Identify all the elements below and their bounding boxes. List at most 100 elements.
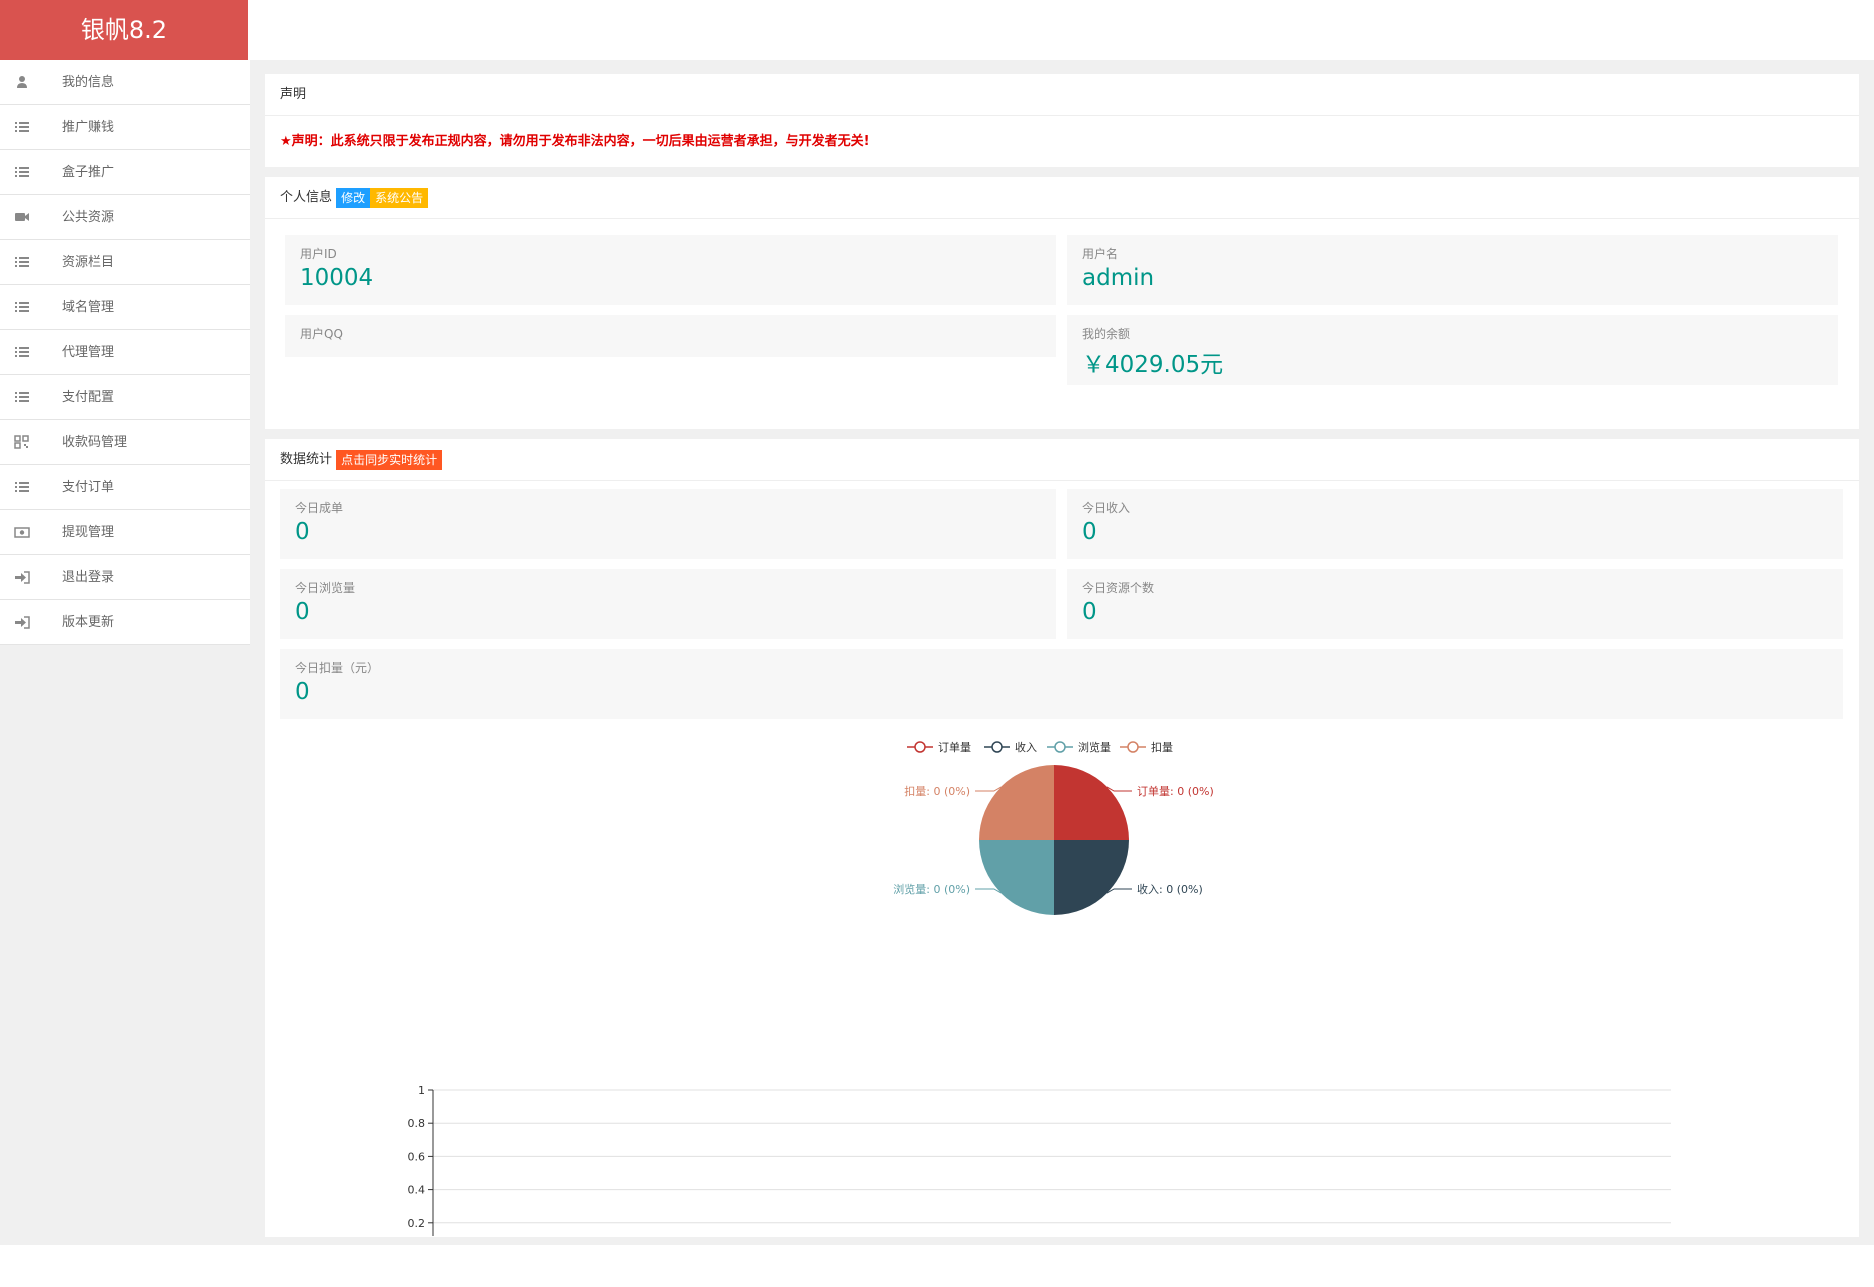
sidebar-item-label: 公共资源 bbox=[62, 210, 115, 225]
sidebar-item[interactable]: 代理管理 bbox=[0, 330, 250, 375]
today-deduct-value: 0 bbox=[295, 679, 310, 705]
pie-slice bbox=[979, 765, 1054, 840]
list-icon bbox=[15, 122, 29, 132]
sidebar-item[interactable]: 提现管理 bbox=[0, 510, 250, 555]
notice-text: ★声明：此系统只限于发布正规内容，请勿用于发布非法内容，一切后果由运营者承担，与… bbox=[280, 134, 870, 149]
y-tick-label: 0.2 bbox=[408, 1217, 426, 1230]
pie-label-line bbox=[1106, 888, 1132, 894]
legend-label: 扣量 bbox=[1151, 740, 1173, 754]
system-announcement-button[interactable]: 系统公告 bbox=[370, 187, 429, 208]
legend-marker bbox=[1054, 741, 1066, 753]
sidebar-item-label: 版本更新 bbox=[62, 615, 115, 630]
stats-header: 数据统计 点击同步实时统计 bbox=[265, 439, 1859, 481]
today-resources-label: 今日资源个数 bbox=[1082, 581, 1155, 595]
today-orders-label: 今日成单 bbox=[295, 501, 344, 515]
stats-panel: 数据统计 点击同步实时统计 今日成单 0 今日收入 0 今日浏览量 0 今日资源… bbox=[265, 439, 1859, 1277]
sidebar-item[interactable]: 盒子推广 bbox=[0, 150, 250, 195]
pie-label: 浏览量: 0 (0%) bbox=[893, 882, 970, 896]
sidebar-item[interactable]: 退出登录 bbox=[0, 555, 250, 600]
sidebar-item-label: 资源栏目 bbox=[62, 255, 115, 270]
notice-panel: 声明 ★声明：此系统只限于发布正规内容，请勿用于发布非法内容，一切后果由运营者承… bbox=[265, 74, 1859, 167]
sidebar-item[interactable]: 我的信息 bbox=[0, 60, 250, 105]
profile-grid: 用户ID 10004 用户名 admin 用户QQ 我的余额 ￥4029.05元 bbox=[265, 219, 1859, 429]
pie-slice bbox=[1054, 840, 1129, 915]
username-label: 用户名 bbox=[1082, 247, 1119, 261]
sidebar-item-label: 支付订单 bbox=[62, 480, 115, 495]
y-tick-label: 0.4 bbox=[408, 1184, 426, 1197]
top-bar bbox=[0, 0, 1874, 60]
sidebar-item-label: 收款码管理 bbox=[62, 435, 128, 450]
y-tick-label: 0.8 bbox=[408, 1117, 426, 1130]
sidebar-item-label: 提现管理 bbox=[62, 525, 115, 540]
sidebar-item[interactable]: 资源栏目 bbox=[0, 240, 250, 285]
pie-label-line bbox=[975, 786, 1002, 792]
legend-marker bbox=[1127, 741, 1139, 753]
sidebar-item[interactable]: 版本更新 bbox=[0, 600, 250, 645]
sidebar: 我的信息推广赚钱盒子推广公共资源资源栏目域名管理代理管理支付配置收款码管理支付订… bbox=[0, 60, 250, 645]
sign-in-icon bbox=[15, 571, 30, 584]
charts-area: 订单量 收入 浏览量 扣量订单量: 0 (0%) 收入: 0 (0%) 浏览量: 0 (0… bbox=[265, 731, 1859, 1277]
today-income-card: 今日收入 0 bbox=[1067, 489, 1843, 559]
pie-slice bbox=[1054, 765, 1129, 840]
sidebar-item-label: 推广赚钱 bbox=[62, 120, 115, 135]
y-tick-label: 1 bbox=[418, 1084, 425, 1097]
pie-slice bbox=[979, 840, 1054, 915]
user-icon bbox=[17, 76, 27, 88]
sidebar-item-label: 域名管理 bbox=[62, 300, 115, 315]
notice-title: 声明 bbox=[265, 74, 1859, 116]
y-tick-label: 0.6 bbox=[408, 1150, 426, 1163]
user-qq-card: 用户QQ bbox=[285, 315, 1056, 357]
pie-label: 扣量: 0 (0%) bbox=[904, 784, 970, 798]
today-orders-card: 今日成单 0 bbox=[280, 489, 1056, 559]
sidebar-item-label: 我的信息 bbox=[62, 75, 115, 90]
today-views-value: 0 bbox=[295, 599, 310, 625]
list-icon bbox=[15, 347, 29, 357]
pie-label: 收入: 0 (0%) bbox=[1137, 882, 1203, 896]
username-card: 用户名 admin bbox=[1067, 235, 1838, 305]
sidebar-item[interactable]: 公共资源 bbox=[0, 195, 250, 240]
list-icon bbox=[15, 392, 29, 402]
legend-marker bbox=[991, 741, 1003, 753]
money-icon bbox=[14, 527, 30, 538]
pie-label-line bbox=[1106, 786, 1132, 792]
today-orders-value: 0 bbox=[295, 519, 310, 545]
sync-stats-button[interactable]: 点击同步实时统计 bbox=[336, 449, 443, 470]
profile-header: 个人信息 修改 系统公告 bbox=[265, 177, 1859, 219]
today-views-card: 今日浏览量 0 bbox=[280, 569, 1056, 639]
main-content: 声明 ★声明：此系统只限于发布正规内容，请勿用于发布非法内容，一切后果由运营者承… bbox=[265, 74, 1859, 1277]
legend-label: 浏览量 bbox=[1078, 740, 1111, 754]
sidebar-item[interactable]: 支付订单 bbox=[0, 465, 250, 510]
sidebar-item[interactable]: 推广赚钱 bbox=[0, 105, 250, 150]
sign-in-icon bbox=[15, 616, 30, 629]
sidebar-item-label: 代理管理 bbox=[62, 345, 115, 360]
profile-panel: 个人信息 修改 系统公告 用户ID 10004 用户名 admin 用户QQ 我的… bbox=[265, 177, 1859, 429]
user-qq-label: 用户QQ bbox=[300, 327, 343, 341]
today-views-label: 今日浏览量 bbox=[295, 581, 356, 595]
sidebar-item-label: 支付配置 bbox=[62, 390, 115, 405]
video-camera-icon bbox=[15, 213, 29, 221]
pie-label: 订单量: 0 (0%) bbox=[1137, 785, 1214, 798]
stats-grid: 今日成单 0 今日收入 0 今日浏览量 0 今日资源个数 0 今日扣量（元） bbox=[265, 481, 1859, 731]
today-deduct-label: 今日扣量（元） bbox=[295, 661, 380, 675]
sidebar-item[interactable]: 支付配置 bbox=[0, 375, 250, 420]
today-deduct-card: 今日扣量（元） 0 bbox=[280, 649, 1843, 719]
sidebar-item[interactable]: 收款码管理 bbox=[0, 420, 250, 465]
list-icon bbox=[15, 482, 29, 492]
list-icon bbox=[15, 257, 29, 267]
user-id-card: 用户ID 10004 bbox=[285, 235, 1056, 305]
balance-card: 我的余额 ￥4029.05元 bbox=[1067, 315, 1838, 385]
stats-title: 数据统计 bbox=[280, 452, 333, 467]
sidebar-item[interactable]: 域名管理 bbox=[0, 285, 250, 330]
legend-marker bbox=[914, 741, 926, 753]
edit-profile-button[interactable]: 修改 bbox=[336, 187, 371, 208]
balance-label: 我的余额 bbox=[1082, 327, 1131, 341]
app-logo[interactable]: 银帆8.2 bbox=[0, 0, 248, 60]
legend-label: 订单量 bbox=[938, 741, 971, 754]
pie-label-line bbox=[975, 888, 1002, 894]
list-icon bbox=[15, 167, 29, 177]
legend-label: 收入 bbox=[1015, 740, 1037, 754]
today-income-value: 0 bbox=[1082, 519, 1097, 545]
today-resources-card: 今日资源个数 0 bbox=[1067, 569, 1843, 639]
